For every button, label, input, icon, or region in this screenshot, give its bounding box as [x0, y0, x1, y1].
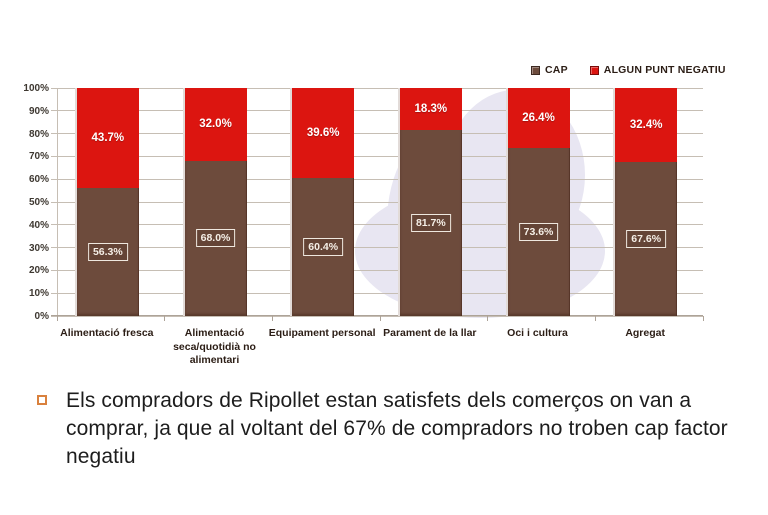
data-label-cap: 68.0% [195, 229, 236, 248]
category-label: Oci i cultura [507, 327, 568, 339]
y-axis-label: 90% [28, 105, 49, 117]
category-label: Equipament personal [268, 327, 376, 339]
bullet-note: Els compradors de Ripollet estan satisfe… [37, 387, 728, 471]
bar-segment-negatiu [399, 88, 462, 130]
y-axis-label: 60% [28, 174, 49, 186]
bullet-square-icon [37, 395, 47, 405]
gridline [57, 110, 703, 112]
y-axis-tick [51, 292, 57, 294]
data-label-negatiu: 18.3% [414, 102, 448, 115]
gridline [57, 133, 703, 135]
bullet-note-text: Els compradors de Ripollet estan satisfe… [66, 389, 728, 468]
y-axis-tick [51, 224, 57, 226]
y-axis-label: 70% [28, 151, 49, 163]
x-axis-tick [594, 316, 596, 321]
plot-area: 0% 10% 20% 30% 40% 50% 60% 70% 80% 90% 100% 43.7% 56… [23, 83, 704, 366]
bar-group-6: 32.4% 67.6% [613, 88, 678, 316]
data-label-negatiu: 39.6% [306, 127, 340, 140]
data-label-cap: 56.3% [87, 242, 128, 261]
legend-label-negatiu: ALGUN PUNT NEGATIU [603, 64, 726, 76]
data-label-cap: 60.4% [303, 238, 344, 257]
y-axis-label: 20% [28, 265, 49, 277]
bar-group-5: 26.4% 73.6% [505, 88, 570, 316]
bar-group-4: 18.3% 81.7% [397, 88, 462, 316]
bar-group-1: 43.7% 56.3% [74, 88, 139, 316]
cap-legend-swatch-icon [531, 65, 540, 75]
y-axis-label: 80% [28, 128, 49, 140]
bar-segment-negatiu [184, 88, 247, 161]
category-label: Alimentació fresca [60, 327, 154, 339]
bar-segment-negatiu [507, 88, 570, 149]
y-axis-tick [51, 178, 57, 180]
data-label-cap: 81.7% [410, 213, 451, 232]
bar-segment-negatiu [76, 88, 139, 188]
bar-group-2: 32.0% 68.0% [182, 88, 247, 316]
legend-label-cap: CAP [545, 64, 568, 76]
gridline [57, 155, 703, 157]
y-axis-tick [51, 87, 57, 89]
y-axis-tick [51, 110, 57, 112]
y-axis-tick [51, 269, 57, 271]
y-axis-label: 10% [28, 288, 49, 300]
gridline [57, 201, 703, 203]
category-label: Parament de la llar [383, 327, 477, 339]
y-axis-tick [51, 201, 57, 203]
stacked-bar-chart: CAP ALGUN PUNT NEGATIU 0% 10% 20% 30% 40% 50%… [23, 64, 726, 366]
gridline [57, 87, 703, 89]
gridline [57, 224, 703, 226]
y-axis-label: 0% [34, 311, 49, 322]
y-axis-tick [51, 315, 57, 317]
data-label-negatiu: 32.4% [629, 118, 663, 131]
chart-legend: CAP ALGUN PUNT NEGATIU [531, 64, 726, 76]
legend-item-cap: CAP [531, 64, 568, 76]
y-axis-label: 50% [28, 197, 49, 208]
gridline [57, 178, 703, 180]
bar-group-3: 39.6% 60.4% [290, 88, 355, 316]
negatiu-legend-swatch-icon [589, 65, 599, 75]
gridline [57, 247, 703, 249]
bar-segment-negatiu [292, 88, 355, 179]
data-label-cap: 73.6% [518, 223, 559, 242]
category-label: Alimentació seca/quotidià no alimentari [173, 327, 256, 366]
x-axis-tick [487, 316, 489, 321]
y-axis-tick [51, 155, 57, 157]
gridline [57, 269, 703, 271]
x-axis-tick [271, 316, 273, 321]
y-axis-label: 30% [28, 242, 49, 254]
y-axis-tick [51, 133, 57, 135]
legend-item-negatiu: ALGUN PUNT NEGATIU [589, 64, 726, 76]
data-label-negatiu: 32.0% [199, 118, 232, 131]
data-label-negatiu: 26.4% [522, 112, 555, 125]
y-axis-tick [51, 247, 57, 249]
x-axis-tick [56, 316, 58, 321]
gridline [57, 292, 703, 294]
x-axis-tick [164, 316, 166, 321]
x-axis-tick [702, 316, 704, 321]
category-label: Agregat [625, 327, 665, 339]
x-axis-tick [379, 316, 381, 321]
data-label-cap: 67.6% [626, 229, 667, 248]
y-axis-label: 40% [28, 219, 49, 231]
data-label-negatiu: 43.7% [91, 131, 125, 144]
y-axis-label: 100% [23, 83, 49, 94]
bar-segment-negatiu [615, 88, 678, 162]
